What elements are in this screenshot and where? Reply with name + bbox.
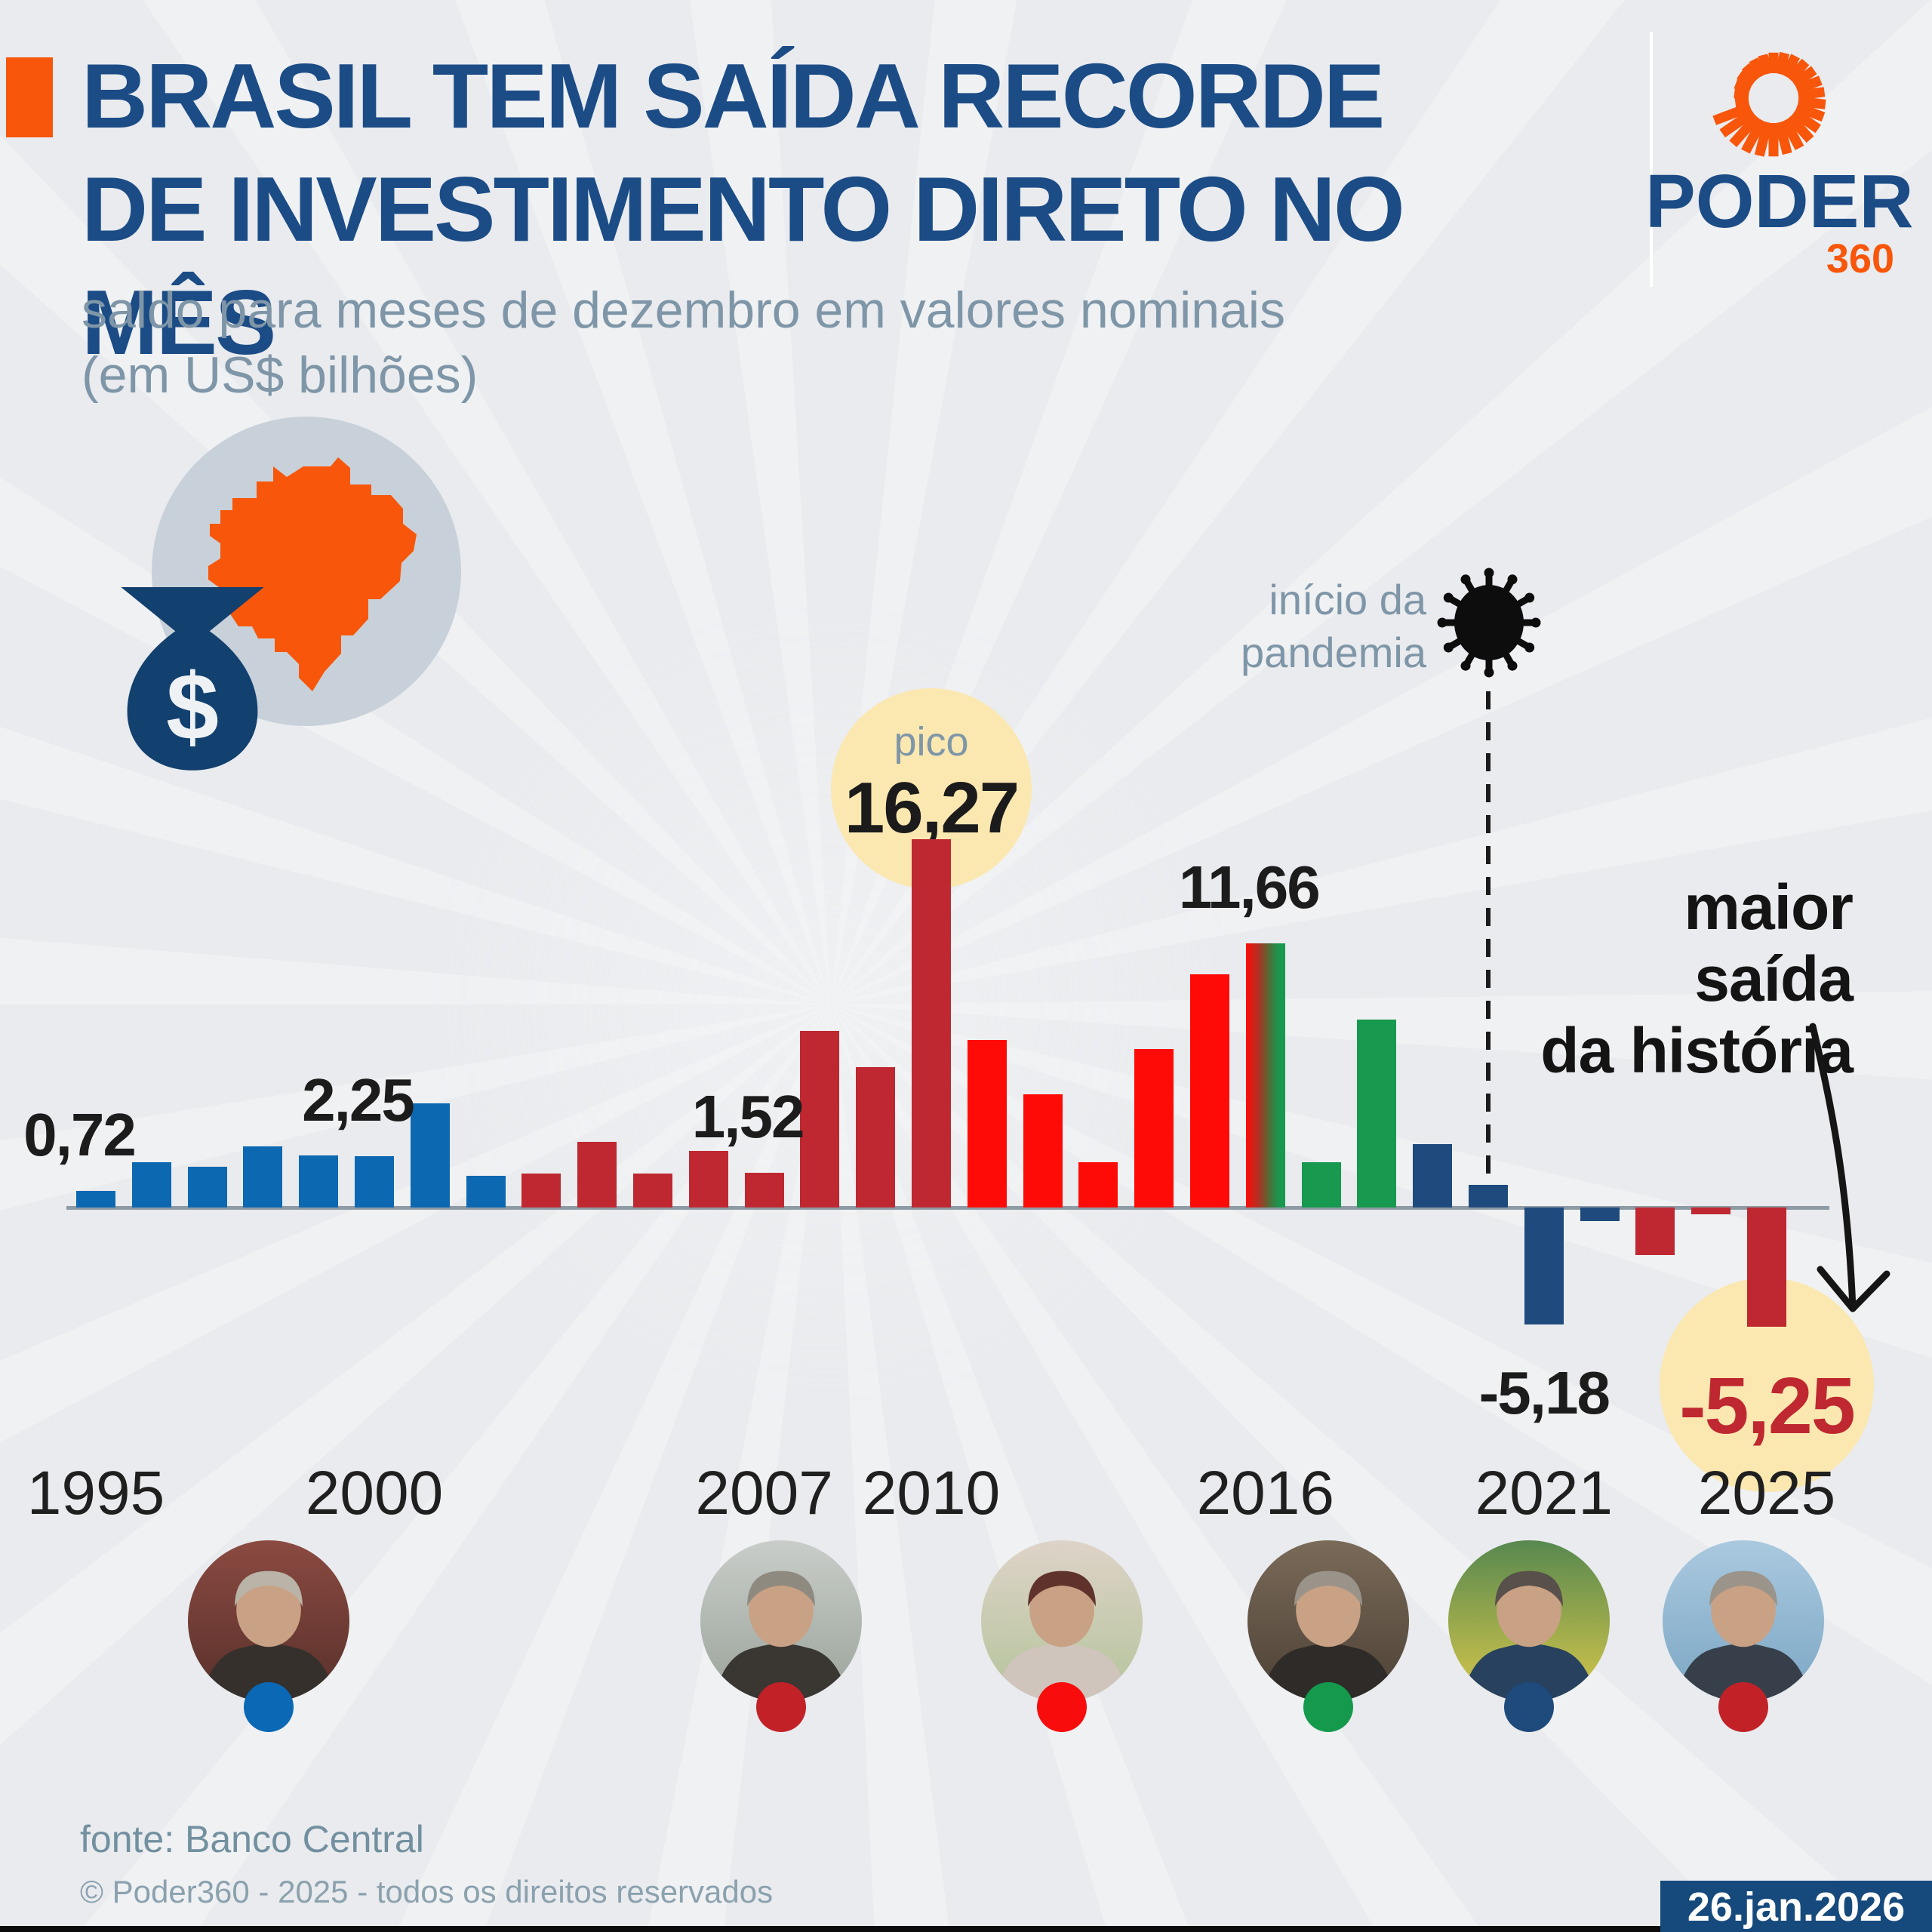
starburst-icon	[1712, 51, 1826, 157]
bar-2019	[1413, 1144, 1453, 1208]
virus-icon	[1437, 568, 1541, 678]
year-label-2010: 2010	[862, 1459, 1001, 1527]
peak-value: 16,27	[844, 768, 1020, 848]
poder360-logo: PODER 360	[1645, 23, 1914, 287]
subtitle-line-2: (em US$ bilhões)	[82, 346, 478, 404]
bar-2022	[1580, 1208, 1620, 1221]
bar-2011	[967, 1040, 1007, 1208]
record-note-line-2: da história	[1540, 1015, 1854, 1086]
title-line-1: BRASIL TEM SAÍDA RECORDE	[82, 45, 1385, 147]
record-note: maior saída da história	[1509, 872, 1854, 1087]
bar-1998	[243, 1146, 283, 1208]
president-dot-bolsonaro	[1504, 1682, 1554, 1732]
president-photo-temer	[1247, 1540, 1409, 1706]
bar-2015	[1190, 974, 1229, 1208]
dollar-sign: $	[166, 654, 219, 760]
bar-2004	[577, 1142, 617, 1208]
pandemic-label: início da pandemia	[1124, 574, 1426, 679]
value-label-2000: 2,25	[302, 1066, 415, 1134]
brand-name: PODER	[1645, 159, 1914, 244]
date-badge: 26.jan.2026	[1660, 1881, 1932, 1932]
bar-2016	[1245, 943, 1285, 1208]
bar-1999	[299, 1155, 339, 1208]
brand-divider	[1650, 32, 1653, 287]
bar-2010	[912, 839, 951, 1208]
pandemic-label-line-2: pandemia	[1241, 629, 1426, 676]
bar-2003	[521, 1174, 561, 1208]
year-label-1995: 1995	[26, 1459, 165, 1527]
bar-2008	[800, 1031, 840, 1208]
bar-1997	[187, 1167, 227, 1208]
value-label-2025: -5,25	[1679, 1361, 1856, 1451]
bar-2023	[1635, 1208, 1675, 1255]
brazil-map-icon	[208, 457, 417, 691]
president-dot-temer	[1303, 1682, 1353, 1732]
president-photo-lula-2	[1663, 1540, 1824, 1706]
bar-2017	[1301, 1162, 1341, 1208]
bar-2005	[633, 1174, 672, 1208]
bar-2006	[688, 1151, 728, 1208]
pandemic-label-line-1: início da	[1269, 576, 1426, 623]
bar-1995	[76, 1191, 115, 1208]
bar-2020	[1469, 1185, 1508, 1208]
peak-label: pico	[894, 719, 969, 764]
bar-2025	[1747, 1208, 1786, 1327]
president-dot-lula	[756, 1682, 806, 1732]
year-label-2007: 2007	[695, 1459, 833, 1527]
president-photo-fhc	[188, 1540, 349, 1706]
year-label-2021: 2021	[1475, 1459, 1613, 1527]
bar-2009	[856, 1067, 896, 1208]
bar-2002	[466, 1176, 506, 1208]
subtitle-line-1: saldo para meses de dezembro em valores …	[82, 281, 1286, 339]
bar-2013	[1078, 1162, 1118, 1208]
year-label-2000: 2000	[305, 1459, 444, 1527]
x-axis-line	[66, 1206, 1829, 1210]
year-label-2016: 2016	[1196, 1459, 1334, 1527]
pandemic-dashed-line	[1486, 691, 1491, 1208]
bar-1996	[131, 1162, 171, 1208]
accent-square	[6, 57, 53, 137]
president-photo-bolsonaro	[1448, 1540, 1610, 1706]
title-line-2: DE INVESTIMENTO DIRETO NO MÊS	[82, 158, 1405, 374]
record-arrow-icon	[1809, 1023, 1890, 1312]
brand-360: 360	[1826, 236, 1894, 281]
copyright-note: © Poder360 - 2025 - todos os direitos re…	[80, 1874, 774, 1909]
bar-2007	[744, 1173, 784, 1208]
bar-2001	[410, 1103, 450, 1208]
value-label-2007: 1,52	[691, 1083, 805, 1150]
value-label-2021: -5,18	[1478, 1359, 1611, 1426]
bar-2012	[1023, 1094, 1063, 1208]
value-label-2016: 11,66	[1178, 854, 1321, 921]
page-title: BRASIL TEM SAÍDA RECORDE DE INVESTIMENTO…	[82, 39, 1553, 379]
year-label-2025: 2025	[1697, 1459, 1836, 1527]
bar-2021	[1524, 1208, 1564, 1324]
president-dot-dilma	[1037, 1682, 1087, 1732]
bottom-edge	[0, 1926, 1932, 1932]
bar-2014	[1134, 1049, 1174, 1208]
president-photo-dilma	[981, 1540, 1143, 1706]
money-bag-icon: $	[121, 587, 264, 771]
bar-2024	[1691, 1208, 1731, 1214]
bar-2000	[355, 1156, 394, 1208]
page-subtitle: saldo para meses de dezembro em valores …	[82, 278, 1364, 408]
source-note: fonte: Banco Central	[80, 1818, 424, 1860]
bar-2018	[1357, 1020, 1397, 1208]
record-note-line-1: maior saída	[1684, 872, 1854, 1014]
value-label-1995: 0,72	[23, 1101, 137, 1168]
president-dot-fhc	[244, 1682, 294, 1732]
president-photo-lula	[700, 1540, 862, 1706]
president-dot-lula-2	[1718, 1682, 1768, 1732]
